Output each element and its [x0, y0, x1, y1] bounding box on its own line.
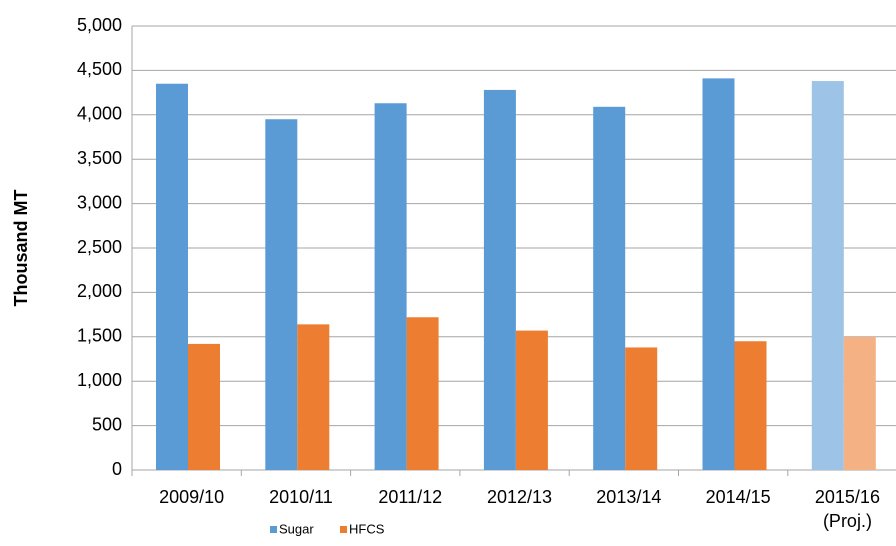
- y-tick-label: 4,000: [77, 104, 122, 124]
- bar: [811, 81, 844, 470]
- bar: [297, 324, 330, 470]
- legend-swatch: [270, 526, 277, 533]
- y-tick-label: 2,000: [77, 281, 122, 301]
- bar: [374, 103, 407, 471]
- bar: [188, 343, 220, 470]
- x-tick-label: 2009/10: [159, 487, 225, 507]
- x-tick-label: 2010/11: [269, 487, 333, 507]
- bar: [483, 89, 516, 470]
- y-tick-label: 1,000: [77, 370, 122, 390]
- y-tick-label: 500: [92, 414, 122, 434]
- x-tick-label: 2015/16 (Proj.): [814, 487, 880, 531]
- y-axis-title: Thousand MT: [11, 190, 31, 307]
- legend-label: Sugar: [279, 521, 314, 536]
- bar: [843, 336, 876, 470]
- legend-swatch: [340, 526, 347, 533]
- bar: [593, 106, 626, 471]
- bar: [702, 78, 735, 470]
- x-tick-label: 2013/14: [596, 487, 662, 507]
- y-tick-label: 0: [112, 459, 122, 479]
- bar: [625, 347, 658, 470]
- bar: [156, 83, 188, 470]
- bar: [265, 119, 298, 471]
- y-tick-label: 1,500: [77, 326, 122, 346]
- y-tick-label: 3,000: [77, 192, 122, 212]
- y-tick-label: 3,500: [77, 148, 122, 168]
- y-tick-label: 4,500: [77, 59, 122, 79]
- y-tick-label: 5,000: [77, 15, 122, 35]
- bar: [515, 330, 548, 470]
- x-tick-label: 2011/12: [378, 487, 443, 507]
- x-tick-label: 2014/15: [705, 487, 771, 507]
- bar: [734, 341, 767, 470]
- bar: [406, 317, 439, 470]
- x-tick-label: 2012/13: [487, 487, 553, 507]
- legend-label: HFCS: [349, 521, 385, 536]
- y-tick-label: 2,500: [77, 237, 122, 257]
